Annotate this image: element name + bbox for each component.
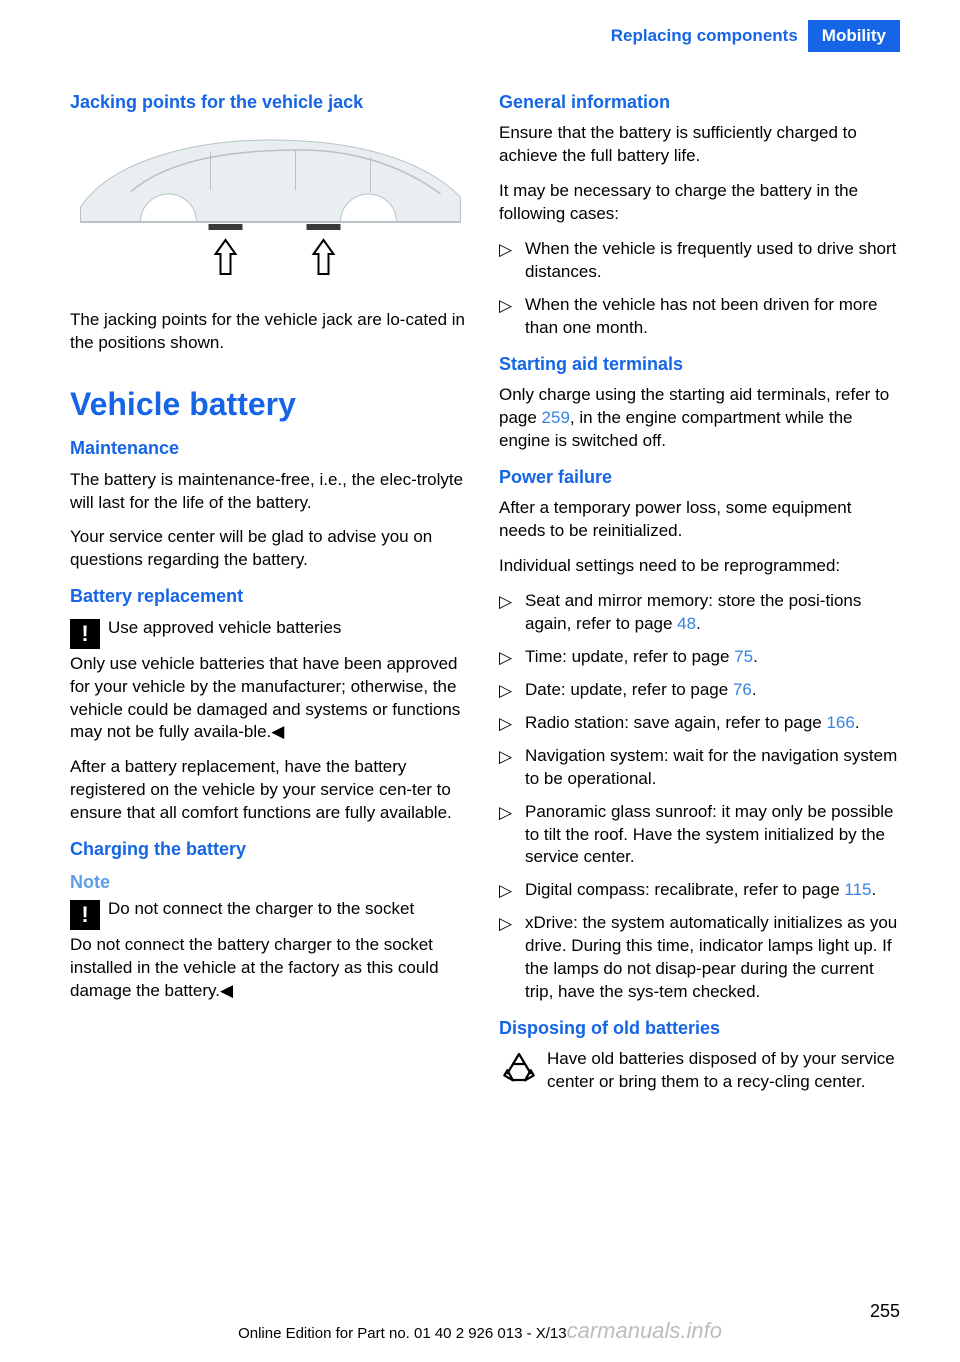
general-info-list: When the vehicle is frequently used to d… [499, 238, 900, 340]
page-link[interactable]: 166 [826, 713, 854, 732]
warn1-title: Use approved vehicle batteries [108, 618, 341, 637]
maintenance-title: Maintenance [70, 436, 471, 460]
footer: Online Edition for Part no. 01 40 2 926 … [0, 1318, 960, 1344]
list-item: When the vehicle has not been driven for… [499, 294, 900, 340]
jacking-title: Jacking points for the vehicle jack [70, 90, 471, 114]
power-failure-p2: Individual settings need to be reprogram… [499, 555, 900, 578]
list-item: When the vehicle is frequently used to d… [499, 238, 900, 284]
warn1-body: Only use vehicle batteries that have bee… [70, 653, 471, 745]
power-failure-title: Power failure [499, 465, 900, 489]
general-info-p1: Ensure that the battery is sufficiently … [499, 122, 900, 168]
jacking-caption: The jacking points for the vehicle jack … [70, 309, 471, 355]
power-failure-list: Seat and mirror memory: store the posi‐t… [499, 590, 900, 1004]
list-item: Seat and mirror memory: store the posi‐t… [499, 590, 900, 636]
general-info-p2: It may be necessary to charge the batter… [499, 180, 900, 226]
list-item: Date: update, refer to page 76. [499, 679, 900, 702]
list-item: Panoramic glass sunroof: it may only be … [499, 801, 900, 870]
starting-aid-title: Starting aid terminals [499, 352, 900, 376]
left-column: Jacking points for the vehicle jack The [70, 90, 471, 1302]
page-link[interactable]: 259 [542, 408, 570, 427]
page-link[interactable]: 115 [844, 880, 871, 899]
note-subtitle: Note [70, 870, 471, 894]
disposing-row: Have old batteries disposed of by your s… [499, 1048, 900, 1094]
battery-replacement-p: After a battery replacement, have the ba… [70, 756, 471, 825]
general-info-title: General information [499, 90, 900, 114]
car-jacking-illustration [70, 122, 471, 292]
starting-aid-body: Only charge using the starting aid termi… [499, 384, 900, 453]
page-link[interactable]: 76 [733, 680, 752, 699]
vehicle-battery-title: Vehicle battery [70, 383, 471, 426]
warning-icon: ! [70, 900, 100, 930]
battery-replacement-title: Battery replacement [70, 584, 471, 608]
page-link[interactable]: 48 [677, 614, 696, 633]
disposing-title: Disposing of old batteries [499, 1016, 900, 1040]
page-link[interactable]: 75 [734, 647, 753, 666]
warning-icon: ! [70, 619, 100, 649]
maintenance-p2: Your service center will be glad to advi… [70, 526, 471, 572]
list-item: Time: update, refer to page 75. [499, 646, 900, 669]
warning-charger-socket: ! Do not connect the charger to the sock… [70, 898, 471, 930]
warn2-title: Do not connect the charger to the socket [108, 899, 414, 918]
list-item: xDrive: the system automatically initial… [499, 912, 900, 1004]
footer-text: Online Edition for Part no. 01 40 2 926 … [238, 1325, 567, 1342]
disposing-body: Have old batteries disposed of by your s… [547, 1048, 900, 1094]
page-header: Replacing components Mobility [601, 20, 900, 52]
warning-approved-batteries: ! Use approved vehicle batteries [70, 617, 471, 649]
header-section-right: Mobility [808, 20, 900, 52]
warn2-body: Do not connect the battery charger to th… [70, 934, 471, 1003]
charging-battery-title: Charging the battery [70, 837, 471, 861]
maintenance-p1: The battery is maintenance-free, i.e., t… [70, 469, 471, 515]
header-section-left: Replacing components [601, 20, 808, 52]
power-failure-p1: After a temporary power loss, some equip… [499, 497, 900, 543]
recycle-icon [499, 1050, 539, 1090]
list-item: Digital compass: recalibrate, refer to p… [499, 879, 900, 902]
list-item: Radio station: save again, refer to page… [499, 712, 900, 735]
right-column: General information Ensure that the batt… [499, 90, 900, 1302]
content-columns: Jacking points for the vehicle jack The [70, 90, 900, 1302]
list-item: Navigation system: wait for the navigati… [499, 745, 900, 791]
watermark: carmanuals.info [567, 1318, 722, 1343]
